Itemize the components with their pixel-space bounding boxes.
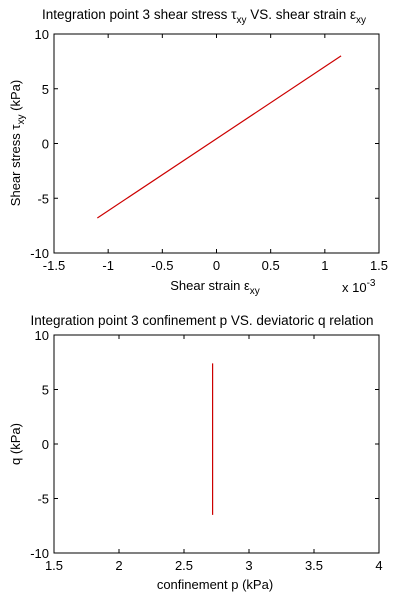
plot-area [53, 33, 380, 254]
y-tick-label: 0 [42, 437, 49, 452]
x-tick-label: -1.5 [43, 258, 65, 273]
y-axis-label: Shear stress τxy (kPa) [8, 80, 27, 206]
x-axis-ticks: -1.5 -1 -0.5 0 0.5 1 1.5 [43, 34, 388, 273]
y-axis-label: q (kPa) [8, 423, 23, 465]
x-axis-multiplier: x 10-3 [342, 278, 376, 295]
y-axis-ticks: -10 -5 0 5 10 [30, 27, 379, 261]
chart-title: Integration point 3 shear stress τxy VS.… [42, 7, 366, 26]
y-tick-label: 0 [42, 137, 49, 152]
y-tick-label: -10 [30, 546, 49, 561]
plot-area [53, 334, 380, 554]
x-tick-label: 1.5 [370, 258, 388, 273]
chart-title: Integration point 3 confinement p VS. de… [31, 313, 374, 328]
y-axis-ticks: -10 -5 0 5 10 [30, 328, 379, 561]
y-tick-label: -10 [30, 246, 49, 261]
y-tick-label: 10 [35, 27, 49, 42]
x-tick-label: 0.5 [262, 258, 280, 273]
shear-stress-strain-chart: Integration point 3 shear stress τxy VS.… [8, 7, 388, 297]
x-tick-label: -0.5 [151, 258, 173, 273]
y-tick-label: 10 [35, 328, 49, 343]
x-tick-label: 3 [245, 558, 252, 573]
x-axis-label: Shear strain εxy [170, 278, 260, 297]
x-tick-label: 4 [375, 558, 382, 573]
x-axis-label: confinement p (kPa) [157, 577, 273, 592]
y-tick-label: -5 [37, 492, 49, 507]
x-tick-label: 2 [115, 558, 122, 573]
x-tick-label: 3.5 [305, 558, 323, 573]
confinement-deviatoric-chart: Integration point 3 confinement p VS. de… [8, 313, 383, 592]
y-tick-label: -5 [37, 191, 49, 206]
x-tick-label: 1 [321, 258, 328, 273]
x-tick-label: 1.5 [45, 558, 63, 573]
x-tick-label: -1 [102, 258, 114, 273]
x-tick-label: 0 [213, 258, 220, 273]
y-tick-label: 5 [42, 82, 49, 97]
x-axis-ticks: 1.5 2 2.5 3 3.5 4 [45, 335, 383, 573]
x-tick-label: 2.5 [175, 558, 193, 573]
series-line [97, 55, 342, 219]
series-lines [97, 55, 342, 219]
y-tick-label: 5 [42, 383, 49, 398]
